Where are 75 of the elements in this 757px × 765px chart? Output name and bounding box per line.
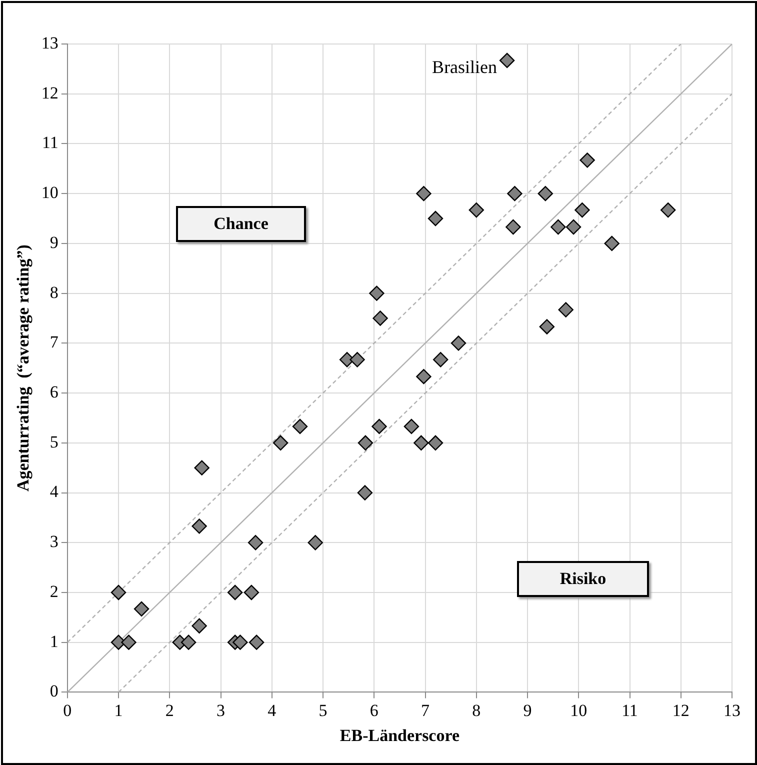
- point: [538, 186, 553, 202]
- point: [499, 52, 515, 68]
- point: [660, 202, 676, 218]
- x-tick-label: 12: [672, 700, 690, 720]
- y-tick-label: 13: [41, 33, 58, 52]
- x-tick-label: 8: [472, 700, 481, 720]
- y-tick-label: 4: [50, 482, 59, 502]
- x-tick-label: 11: [622, 700, 638, 720]
- y-tick-label: 1: [50, 632, 58, 651]
- y-tick-label: 12: [41, 83, 58, 102]
- label-box: Risiko: [517, 561, 649, 597]
- y-tick-label: 11: [42, 133, 58, 152]
- point: [372, 310, 388, 326]
- y-tick-label: 3: [50, 532, 58, 552]
- x-tick-label: 10: [570, 700, 588, 720]
- point: [180, 634, 196, 650]
- annotation: Brasilien: [432, 57, 498, 78]
- point: [358, 435, 374, 450]
- point: [227, 584, 243, 600]
- point: [507, 186, 522, 202]
- point: [558, 302, 574, 318]
- point: [121, 634, 136, 650]
- y-tick-label: 7: [50, 332, 59, 352]
- point: [428, 435, 444, 450]
- point: [369, 286, 384, 301]
- x-tick-label: 1: [114, 700, 123, 720]
- point: [194, 460, 210, 476]
- point: [550, 219, 566, 235]
- point: [232, 634, 248, 650]
- x-tick-label: 7: [421, 700, 430, 720]
- point: [428, 210, 444, 226]
- x-tick-label: 5: [318, 700, 328, 720]
- point: [308, 535, 323, 550]
- point: [292, 418, 308, 434]
- y-tick-label: 8: [50, 282, 58, 302]
- point: [244, 584, 260, 600]
- point: [134, 601, 150, 617]
- point: [539, 319, 555, 334]
- point: [574, 202, 590, 218]
- point: [416, 368, 432, 384]
- point: [248, 634, 264, 650]
- y-tick-label: 10: [41, 183, 58, 202]
- point: [404, 418, 420, 434]
- point: [604, 236, 620, 252]
- y-tick-label: 2: [50, 582, 58, 601]
- point: [272, 435, 288, 450]
- x-tick-label: 6: [370, 700, 378, 720]
- point: [506, 219, 521, 235]
- x-tick-label: 9: [523, 700, 532, 720]
- point: [580, 152, 595, 168]
- y-tick-label: 6: [50, 382, 58, 402]
- point: [414, 435, 429, 450]
- point: [433, 352, 448, 368]
- point: [372, 418, 387, 434]
- point: [192, 518, 207, 534]
- point: [450, 336, 466, 351]
- point: [192, 618, 207, 634]
- x-tick-label: 0: [63, 700, 72, 720]
- point: [468, 202, 484, 218]
- x-tick-label: 2: [165, 700, 174, 720]
- x-tick-label: 3: [216, 700, 226, 720]
- x-axis-title: EB-Länderscore: [340, 726, 460, 746]
- point: [248, 535, 264, 550]
- y-tick-label: 9: [50, 232, 58, 252]
- x-tick-label: 13: [724, 700, 740, 720]
- y-tick-label: 5: [50, 432, 58, 452]
- y-tick-label: 0: [50, 682, 58, 701]
- x-tick-label: 4: [268, 700, 277, 720]
- label-box: Chance: [176, 206, 306, 242]
- point: [566, 219, 582, 235]
- point: [416, 186, 432, 202]
- point: [357, 485, 373, 500]
- y-axis-title: Agenturrating (“average rating”): [14, 244, 33, 492]
- point: [110, 584, 126, 600]
- point: [350, 352, 365, 368]
